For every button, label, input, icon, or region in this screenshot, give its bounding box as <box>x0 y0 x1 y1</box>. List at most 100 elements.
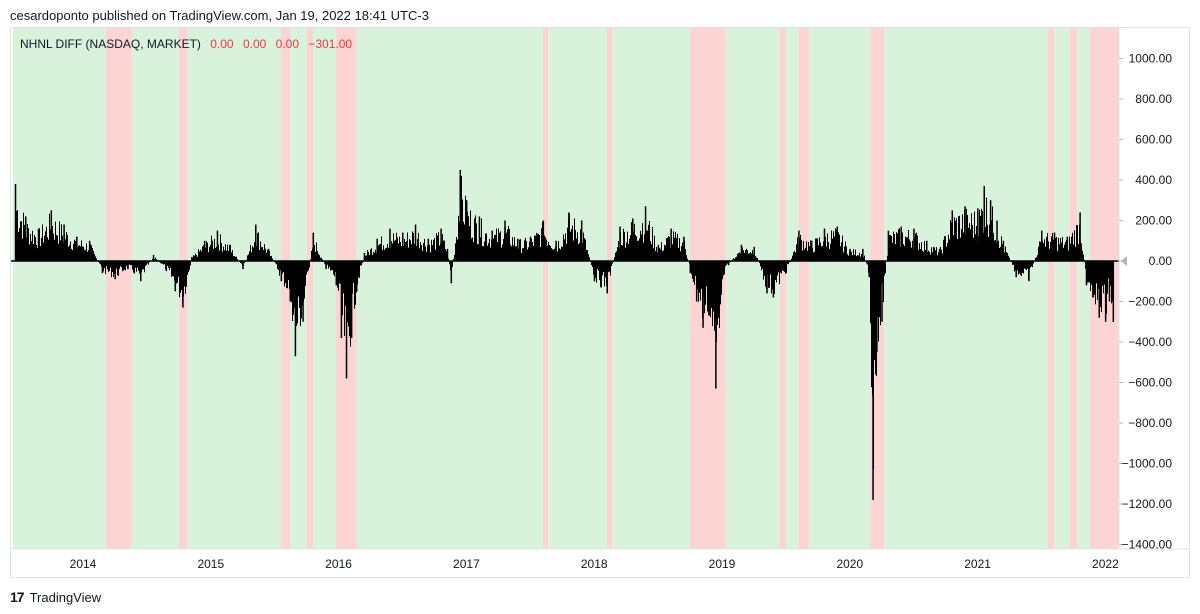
y-tick-label: −800.00 <box>1128 416 1172 430</box>
data-bar <box>433 239 434 261</box>
data-bar <box>942 253 943 261</box>
data-bar <box>467 211 468 261</box>
data-bar <box>412 231 413 261</box>
data-bar <box>621 245 622 261</box>
data-bar <box>1036 257 1037 261</box>
data-bar <box>56 234 57 261</box>
data-bar <box>769 261 770 288</box>
data-bar <box>848 255 849 261</box>
data-bar <box>145 261 146 266</box>
data-bar <box>226 250 227 261</box>
data-point-bar <box>363 252 366 261</box>
data-bar <box>710 261 711 318</box>
data-bar <box>822 245 823 261</box>
data-bar <box>565 233 566 261</box>
data-bar <box>855 249 856 261</box>
data-bar <box>794 250 795 261</box>
data-bar <box>139 261 140 274</box>
data-bar <box>959 215 960 261</box>
data-bar <box>551 248 552 261</box>
data-bar <box>60 240 61 261</box>
data-bar <box>717 261 718 325</box>
data-bar <box>117 261 118 276</box>
data-bar <box>733 258 734 261</box>
data-bar <box>949 239 950 261</box>
data-bar <box>907 237 908 261</box>
data-bar <box>951 222 952 261</box>
data-bar <box>548 241 549 261</box>
data-bar <box>1103 261 1104 294</box>
data-bar <box>829 249 830 261</box>
data-bar <box>724 261 725 275</box>
data-bar <box>1037 255 1038 261</box>
bull-region <box>1077 28 1091 549</box>
y-tick-label: 200.00 <box>1135 214 1172 228</box>
data-bar <box>682 242 683 261</box>
data-bar <box>797 237 798 261</box>
data-bar <box>563 234 564 261</box>
data-bar <box>985 227 986 261</box>
data-bar <box>1081 243 1082 261</box>
data-bar <box>755 255 756 261</box>
data-bar <box>36 244 37 261</box>
data-bar <box>305 261 306 287</box>
data-bar <box>361 261 362 266</box>
data-bar <box>626 242 627 261</box>
data-bar <box>666 238 667 261</box>
data-bar <box>656 246 657 261</box>
brand-footer[interactable]: 17 TradingView <box>10 589 101 605</box>
data-bar <box>432 245 433 261</box>
data-bar <box>1102 261 1103 286</box>
data-bar <box>138 261 139 271</box>
bear-region <box>779 28 786 549</box>
data-bar <box>823 241 824 261</box>
data-bar <box>596 261 597 283</box>
data-bar <box>1110 261 1111 286</box>
data-bar <box>201 251 202 261</box>
data-bar <box>470 210 471 261</box>
data-bar <box>752 250 753 261</box>
data-bar <box>524 240 525 261</box>
data-bar <box>647 230 648 261</box>
data-bar <box>366 255 367 261</box>
data-bar <box>756 257 757 261</box>
data-bar <box>946 246 947 261</box>
data-bar <box>382 250 383 261</box>
data-bar <box>818 245 819 261</box>
data-bar <box>357 261 358 285</box>
data-bar <box>810 240 811 261</box>
data-bar <box>532 242 533 261</box>
data-bar <box>457 239 458 261</box>
data-bar <box>925 249 926 261</box>
x-tick-label: 2022 <box>1092 557 1119 571</box>
data-bar <box>333 261 334 275</box>
data-bar <box>116 261 117 269</box>
data-point-bar <box>657 244 660 261</box>
data-bar <box>57 235 58 261</box>
data-bar <box>858 255 859 261</box>
data-bar <box>423 243 424 261</box>
data-bar <box>350 261 351 347</box>
data-bar <box>312 248 313 261</box>
chart-frame[interactable] <box>10 27 1190 578</box>
data-bar <box>771 261 772 294</box>
data-bar <box>905 236 906 261</box>
data-bar <box>691 261 692 275</box>
data-bar <box>932 252 933 261</box>
data-bar <box>791 258 792 261</box>
y-tick-label: 800.00 <box>1135 92 1172 106</box>
indicator-legend[interactable]: NHNL DIFF (NASDAQ, MARKET) 0.00 0.00 0.0… <box>20 37 352 51</box>
data-bar <box>549 245 550 261</box>
data-bar <box>288 261 289 281</box>
data-bar <box>446 251 447 261</box>
data-point-bar <box>294 261 297 357</box>
data-bar <box>52 226 53 261</box>
data-bar <box>692 261 693 279</box>
data-bar <box>494 235 495 261</box>
data-bar <box>108 261 109 272</box>
data-point-bar <box>340 261 343 338</box>
data-bar <box>264 244 265 261</box>
data-bar <box>294 261 295 308</box>
data-bar <box>370 249 371 261</box>
